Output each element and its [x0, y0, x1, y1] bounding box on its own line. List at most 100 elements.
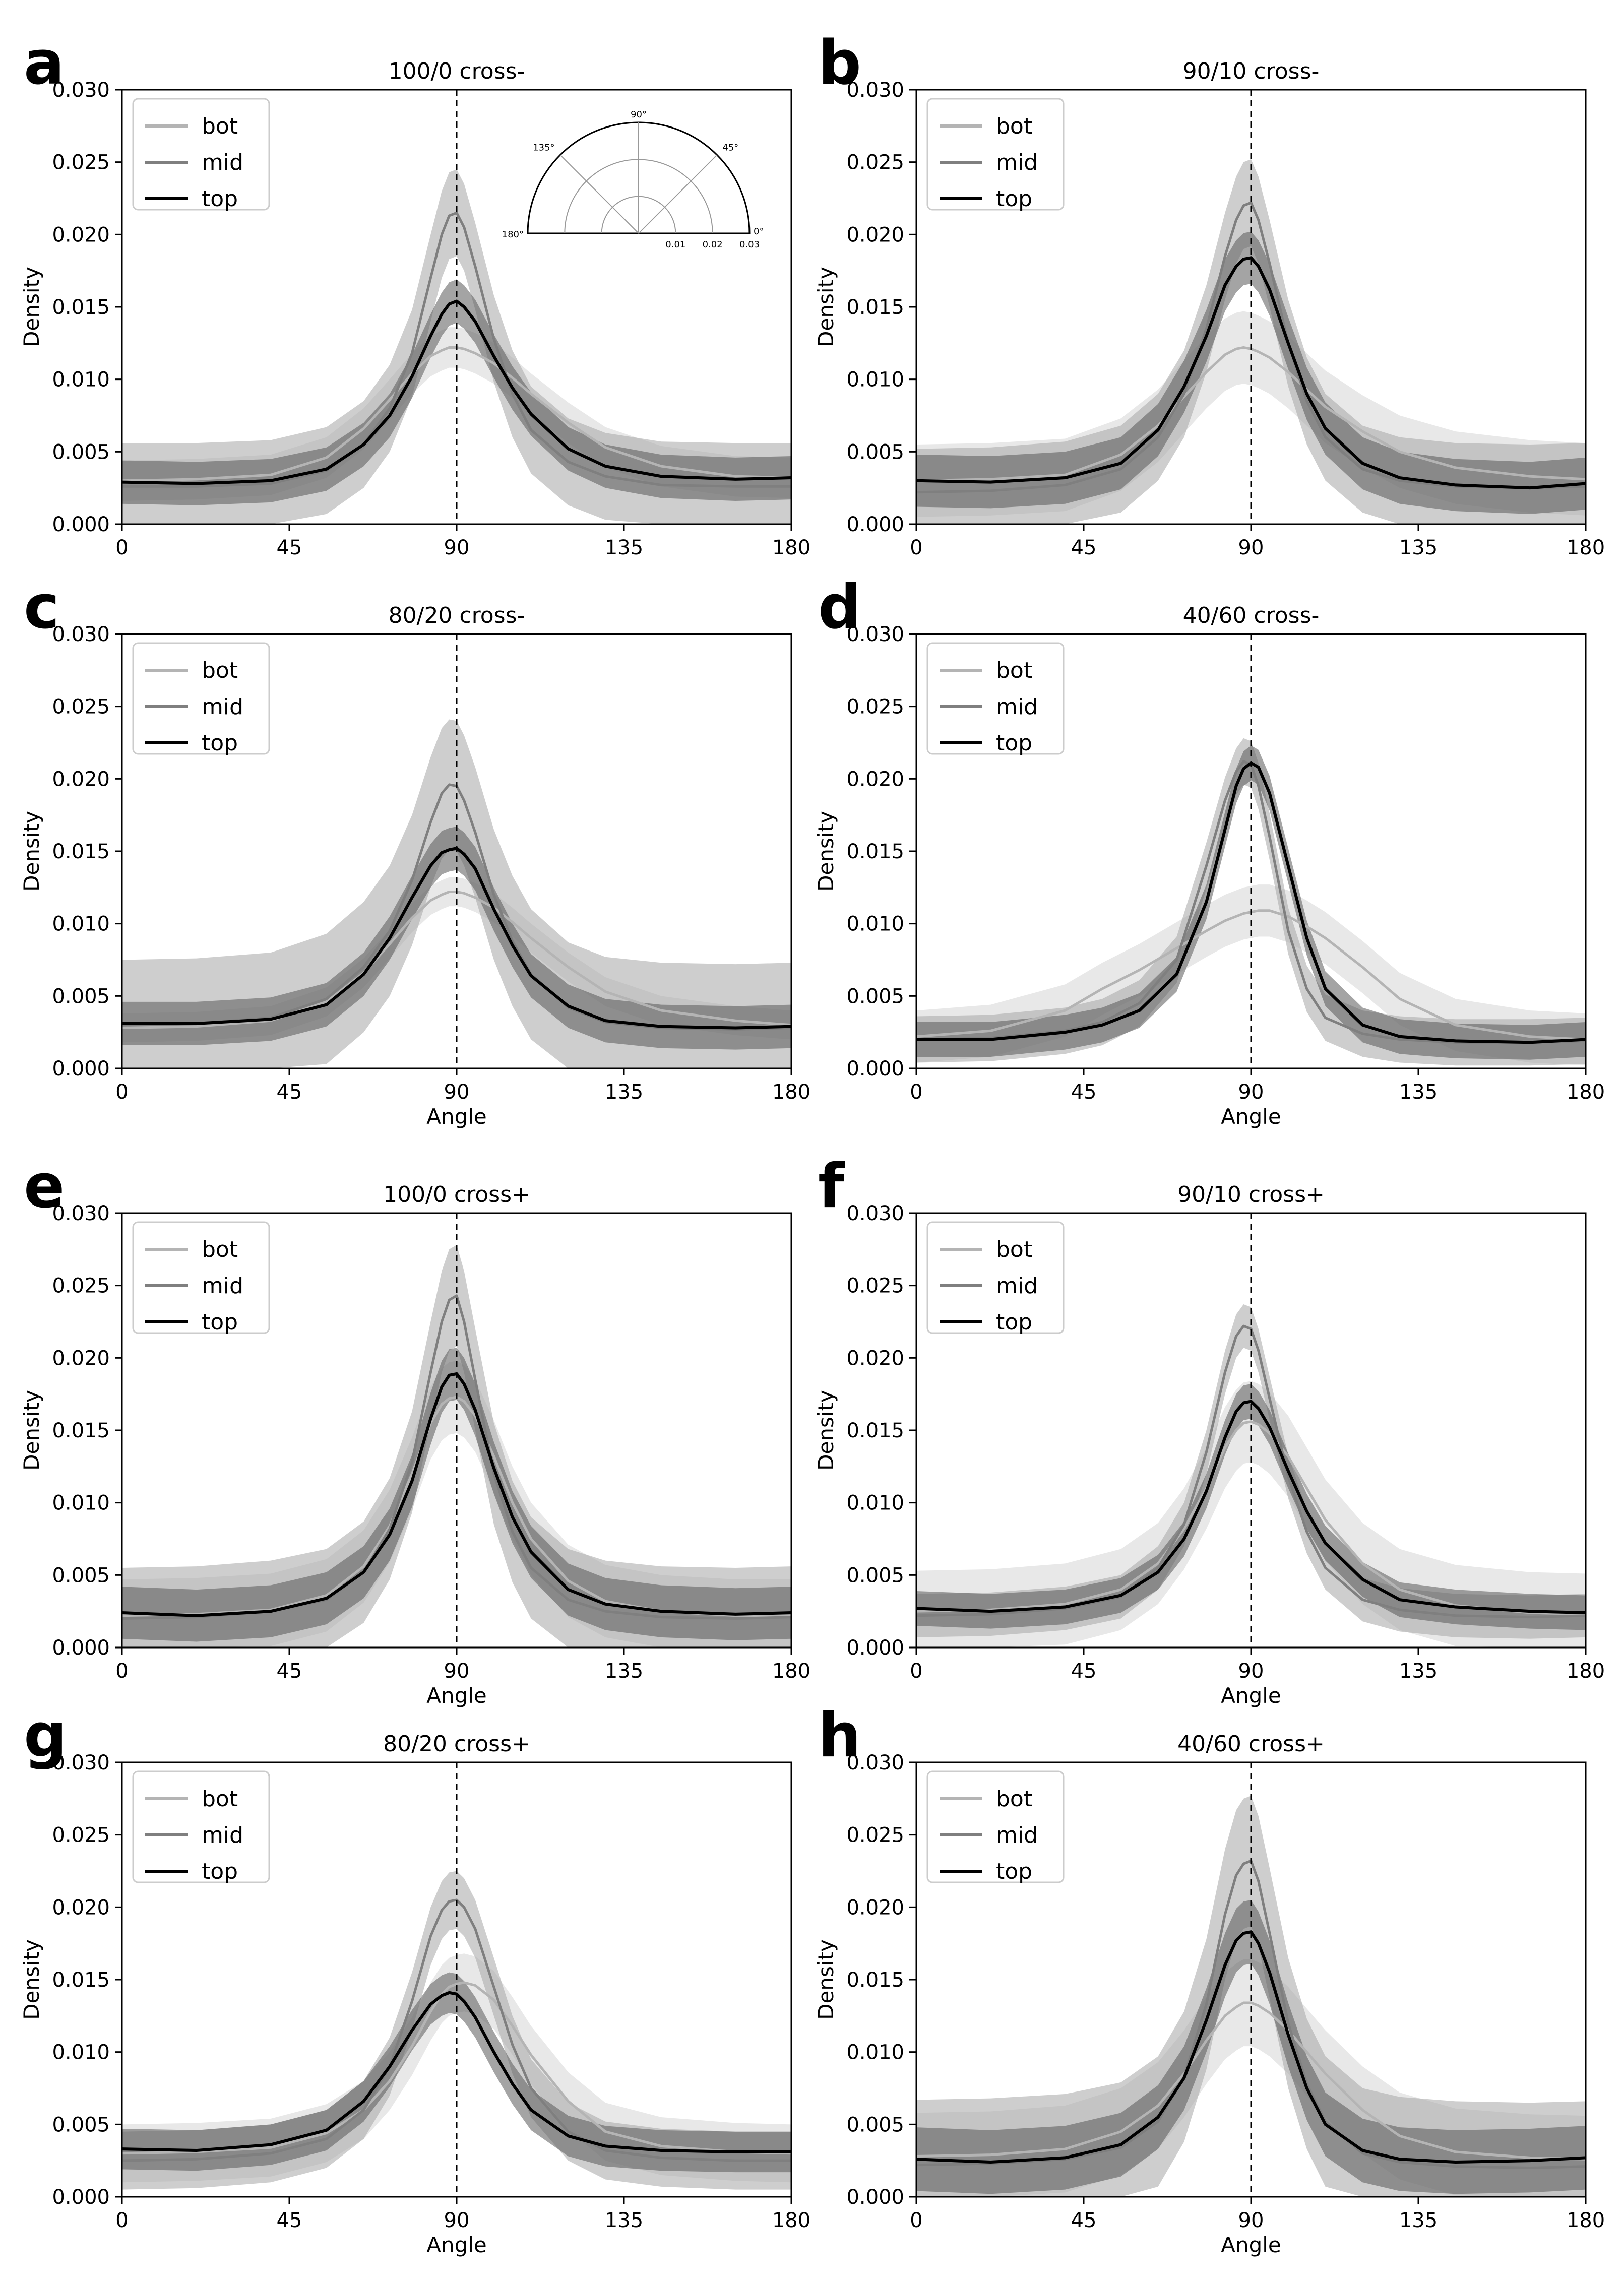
x-tick-label: 135 [1399, 2209, 1438, 2232]
legend-box [132, 1770, 270, 1883]
panel-c: c 80/20 cross- 0 45 90 135 180 0.000 0.005 0.010 0… [19, 573, 810, 1129]
panel-g: g 80/20 cross+ 0 45 90 135 180 0.000 0.005 0.010 0… [19, 1701, 810, 2257]
legend-label-mid: mid [996, 1273, 1038, 1299]
polar-angle-label: 135° [533, 143, 554, 153]
legend-label-bot: bot [202, 1786, 238, 1812]
x-axis-label: Angle [1221, 2233, 1281, 2257]
y-tick-label: 0.000 [52, 1057, 110, 1081]
chart-title: 40/60 cross- [1183, 603, 1320, 628]
legend-label-bot: bot [996, 113, 1032, 139]
y-tick-label: 0.030 [846, 1751, 904, 1774]
series-band-mid [122, 719, 791, 1068]
series-line-top [916, 1400, 1586, 1615]
legend-label-top: top [996, 1309, 1032, 1335]
y-tick-label: 0.005 [846, 985, 904, 1008]
legend-label-bot: bot [202, 658, 238, 683]
series-band-top [916, 1384, 1586, 1630]
x-tick-label: 90 [1238, 2209, 1264, 2232]
legend: bot mid top [132, 98, 270, 212]
x-tick-label: 45 [1071, 536, 1097, 559]
y-tick-label: 0.020 [846, 223, 904, 246]
y-tick-label: 0.025 [52, 695, 110, 719]
y-tick-label: 0.010 [52, 913, 110, 936]
y-tick-label: 0.000 [52, 2186, 110, 2209]
x-tick-label: 180 [1567, 2209, 1605, 2232]
series-line-bot [916, 1420, 1586, 1616]
legend-label-bot: bot [202, 113, 238, 139]
legend: bot mid top [926, 98, 1065, 212]
series-line-top [121, 1991, 791, 2153]
y-axis-label: Density [814, 1390, 838, 1471]
x-tick-label: 135 [605, 1660, 643, 1683]
panel-label-d: d [818, 573, 861, 643]
series-band-top [916, 231, 1586, 514]
series-band-top [122, 1972, 791, 2173]
y-tick-label: 0.015 [52, 840, 110, 863]
chart-title: 100/0 cross+ [383, 1182, 530, 1208]
series-band-mid [916, 1796, 1586, 2197]
x-axis-label: Angle [1221, 1104, 1281, 1129]
y-tick-label: 0.020 [52, 1347, 110, 1370]
x-tick-label: 135 [1399, 1081, 1438, 1104]
x-tick-label: 180 [772, 2209, 810, 2232]
y-tick-label: 0.010 [846, 2041, 904, 2064]
legend-label-mid: mid [202, 1822, 243, 1848]
y-tick-label: 0.005 [846, 2113, 904, 2136]
y-tick-label: 0.025 [846, 1275, 904, 1298]
y-tick-label: 0.030 [52, 1751, 110, 1774]
y-tick-label: 0.025 [52, 151, 110, 174]
panel-label-b: b [818, 28, 861, 98]
y-tick-label: 0.015 [52, 296, 110, 319]
y-axis-label: Density [19, 1939, 44, 2020]
series-line-top [121, 299, 792, 485]
x-tick-label: 45 [1071, 1660, 1097, 1683]
x-tick-label: 90 [444, 1081, 470, 1104]
x-tick-label: 0 [910, 2209, 922, 2232]
x-tick-label: 45 [277, 1660, 302, 1683]
y-tick-label: 0.000 [846, 513, 904, 536]
series-line-bot [121, 1981, 792, 2155]
panel-label-g: g [24, 1701, 67, 1771]
y-tick-label: 0.030 [52, 623, 110, 646]
polar-spoke [638, 154, 718, 234]
y-tick-label: 0.010 [52, 368, 110, 392]
x-tick-label: 135 [1399, 536, 1438, 559]
legend: bot mid top [926, 1770, 1065, 1884]
panel-label-a: a [24, 28, 65, 98]
y-tick-label: 0.010 [846, 913, 904, 936]
legend-label-mid: mid [996, 150, 1038, 175]
series-band-top [916, 745, 1586, 1060]
legend: bot mid top [132, 1221, 270, 1335]
legend-label-mid: mid [996, 1822, 1038, 1848]
legend: bot mid top [926, 1221, 1065, 1335]
x-tick-label: 45 [277, 536, 302, 559]
panel-h: h 40/60 cross+ 0 45 90 135 180 0.000 0.005 0.010 0… [814, 1701, 1605, 2257]
legend-label-mid: mid [202, 694, 243, 720]
y-tick-label: 0.010 [846, 1492, 904, 1515]
legend-label-top: top [202, 1309, 238, 1335]
series-band-bot [916, 1381, 1586, 1647]
x-tick-label: 45 [1071, 2209, 1097, 2232]
panel-label-c: c [24, 573, 59, 643]
x-tick-label: 180 [772, 1081, 810, 1104]
x-tick-label: 90 [1238, 536, 1264, 559]
y-axis-label: Density [814, 1939, 838, 2020]
legend-label-top: top [202, 186, 238, 212]
series-line-top [916, 256, 1586, 490]
x-axis-label: Angle [426, 1104, 487, 1129]
x-tick-label: 0 [115, 536, 128, 559]
legend-box [132, 98, 270, 211]
y-tick-label: 0.000 [846, 1636, 904, 1660]
legend-label-bot: bot [996, 658, 1032, 683]
y-tick-label: 0.005 [52, 1564, 110, 1587]
y-tick-label: 0.015 [846, 1419, 904, 1442]
polar-angle-label: 45° [722, 143, 738, 153]
legend-label-top: top [202, 730, 238, 756]
x-tick-label: 135 [605, 536, 643, 559]
y-axis-label: Density [814, 267, 838, 347]
x-tick-label: 45 [277, 1081, 302, 1104]
x-tick-label: 0 [115, 1660, 128, 1683]
polar-inset: 90° 135° 45° 180° 0° 0.01 0.02 0.03 [502, 109, 764, 250]
legend-label-mid: mid [996, 694, 1038, 720]
